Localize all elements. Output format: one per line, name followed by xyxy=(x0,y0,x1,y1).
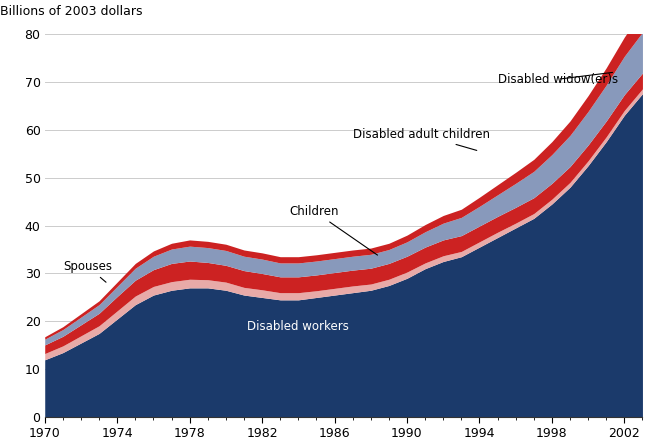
Text: Billions of 2003 dollars: Billions of 2003 dollars xyxy=(0,5,142,18)
Text: Disabled widow(er)s: Disabled widow(er)s xyxy=(497,72,618,86)
Text: Disabled adult children: Disabled adult children xyxy=(353,128,489,151)
Text: Spouses: Spouses xyxy=(63,260,112,282)
Text: Children: Children xyxy=(289,205,378,255)
Text: Disabled workers: Disabled workers xyxy=(248,320,349,333)
